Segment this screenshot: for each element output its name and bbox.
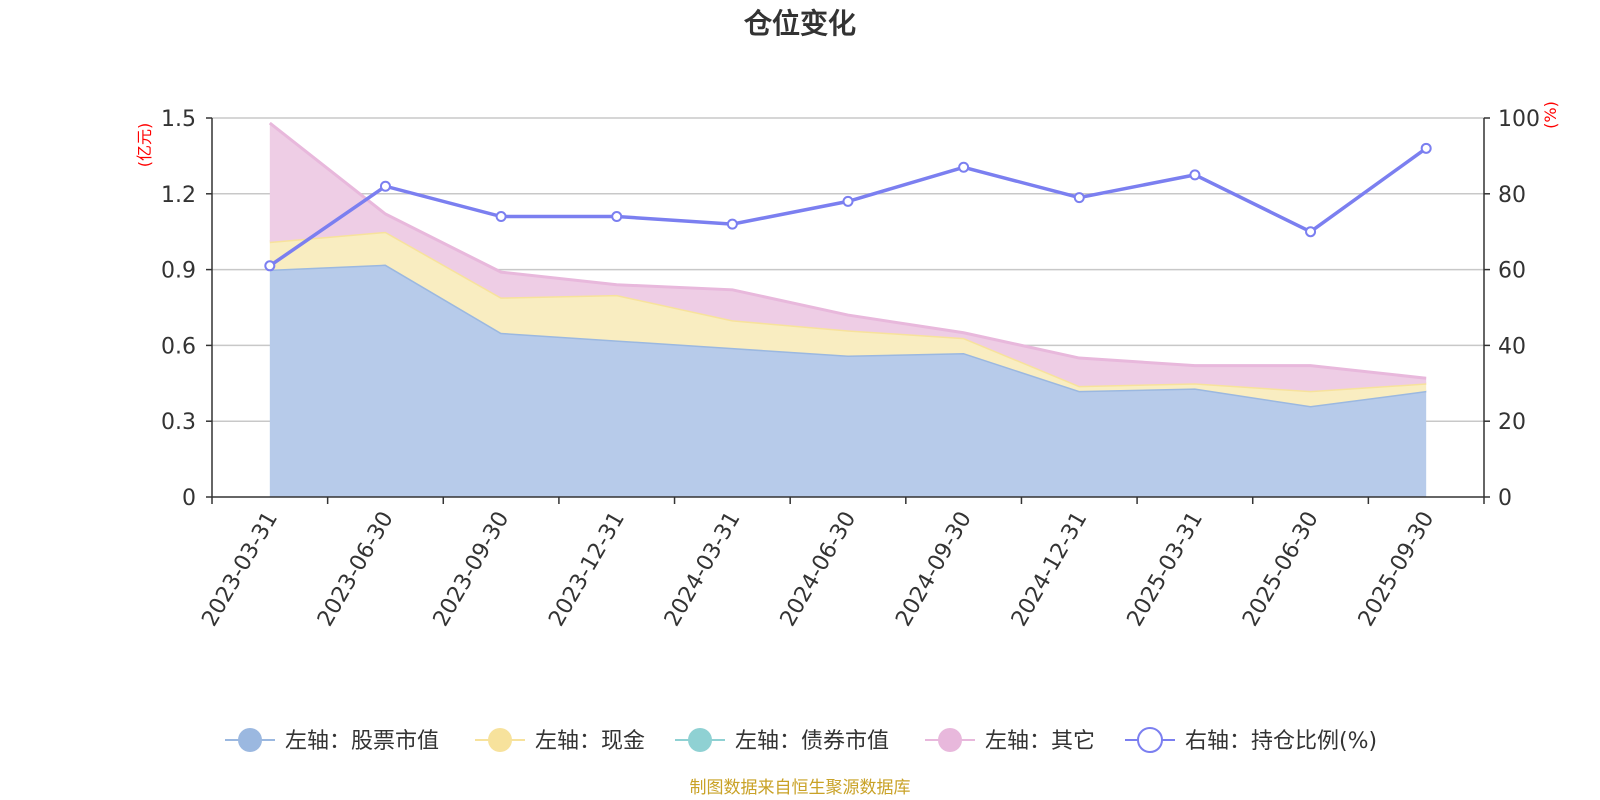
left-axis-tick-label: 0.9: [161, 259, 196, 284]
ratio-point: [264, 260, 276, 272]
x-axis-tick-label: 2024-03-31: [660, 508, 746, 631]
ratio-point: [611, 211, 623, 223]
legend-swatch-marker: [688, 728, 712, 752]
legend-swatch-marker: [938, 728, 962, 752]
ratio-point: [1073, 192, 1085, 204]
ratio-point: [726, 218, 738, 230]
right-axis-tick-label: 100: [1498, 107, 1540, 132]
left-axis-unit: (亿元): [135, 123, 154, 168]
right-axis-tick-label: 0: [1498, 486, 1512, 511]
left-axis-tick-label: 1.5: [161, 107, 196, 132]
ratio-point: [1420, 142, 1432, 154]
legend-item: 左轴：现金: [475, 728, 645, 754]
ratio-line: [264, 142, 1432, 272]
ratio-point: [842, 195, 854, 207]
x-axis-tick-label: 2025-06-30: [1238, 508, 1324, 631]
x-axis-tick-label: 2023-06-30: [313, 508, 399, 631]
legend-label: 左轴：债券市值: [735, 729, 889, 754]
right-axis-tick-label: 60: [1498, 259, 1526, 284]
left-axis-tick-label: 1.2: [161, 183, 196, 208]
x-axis-tick-label: 2024-06-30: [776, 508, 862, 631]
legend-item: 左轴：股票市值: [225, 728, 439, 754]
stacked-areas: [268, 121, 1427, 497]
left-axis-tick-label: 0: [182, 486, 196, 511]
legend-label: 左轴：其它: [985, 729, 1095, 754]
x-axis-tick-label: 2023-09-30: [429, 508, 515, 631]
x-axis-tick-label: 2023-12-31: [544, 508, 630, 631]
ratio-point: [958, 161, 970, 173]
legend-item: 右轴：持仓比例(%): [1125, 727, 1377, 754]
legend-item: 左轴：债券市值: [675, 728, 889, 754]
legend-label: 左轴：股票市值: [285, 729, 439, 754]
legend-swatch-marker: [238, 728, 262, 752]
area-1: [269, 231, 1427, 407]
source-note: 制图数据来自恒生聚源数据库: [690, 778, 911, 798]
area-0: [269, 264, 1427, 497]
left-axis-tick-label: 0.6: [161, 334, 196, 359]
x-axis-tick-label: 2025-09-30: [1354, 508, 1440, 631]
ratio-point: [1189, 169, 1201, 181]
area-line-3: [268, 121, 1427, 380]
right-axis-tick-label: 20: [1498, 410, 1526, 435]
ratio-point: [379, 180, 391, 192]
right-axis-unit: (%): [1541, 101, 1560, 129]
x-axis-tick-label: 2025-03-31: [1123, 508, 1209, 631]
x-axis-tick-label: 2024-09-30: [891, 508, 977, 631]
left-axis-tick-label: 0.3: [161, 410, 196, 435]
legend-swatch-marker: [488, 728, 512, 752]
x-axis-tick-label: 2024-12-31: [1007, 508, 1093, 631]
chart-title: 仓位变化: [744, 7, 856, 40]
legend-label: 右轴：持仓比例(%): [1185, 729, 1377, 754]
ratio-point: [495, 211, 507, 223]
ratio-point: [1305, 226, 1317, 238]
legend: 左轴：股票市值 左轴：现金 左轴：债券市值 左轴：其它 右轴：持仓比例(%): [225, 727, 1377, 754]
right-axis-tick-label: 80: [1498, 183, 1526, 208]
x-axis-tick-label: 2023-03-31: [197, 508, 283, 631]
right-axis-tick-label: 40: [1498, 334, 1526, 359]
legend-item: 左轴：其它: [925, 728, 1095, 754]
legend-label: 左轴：现金: [535, 729, 645, 754]
legend-swatch-marker: [1137, 727, 1163, 753]
